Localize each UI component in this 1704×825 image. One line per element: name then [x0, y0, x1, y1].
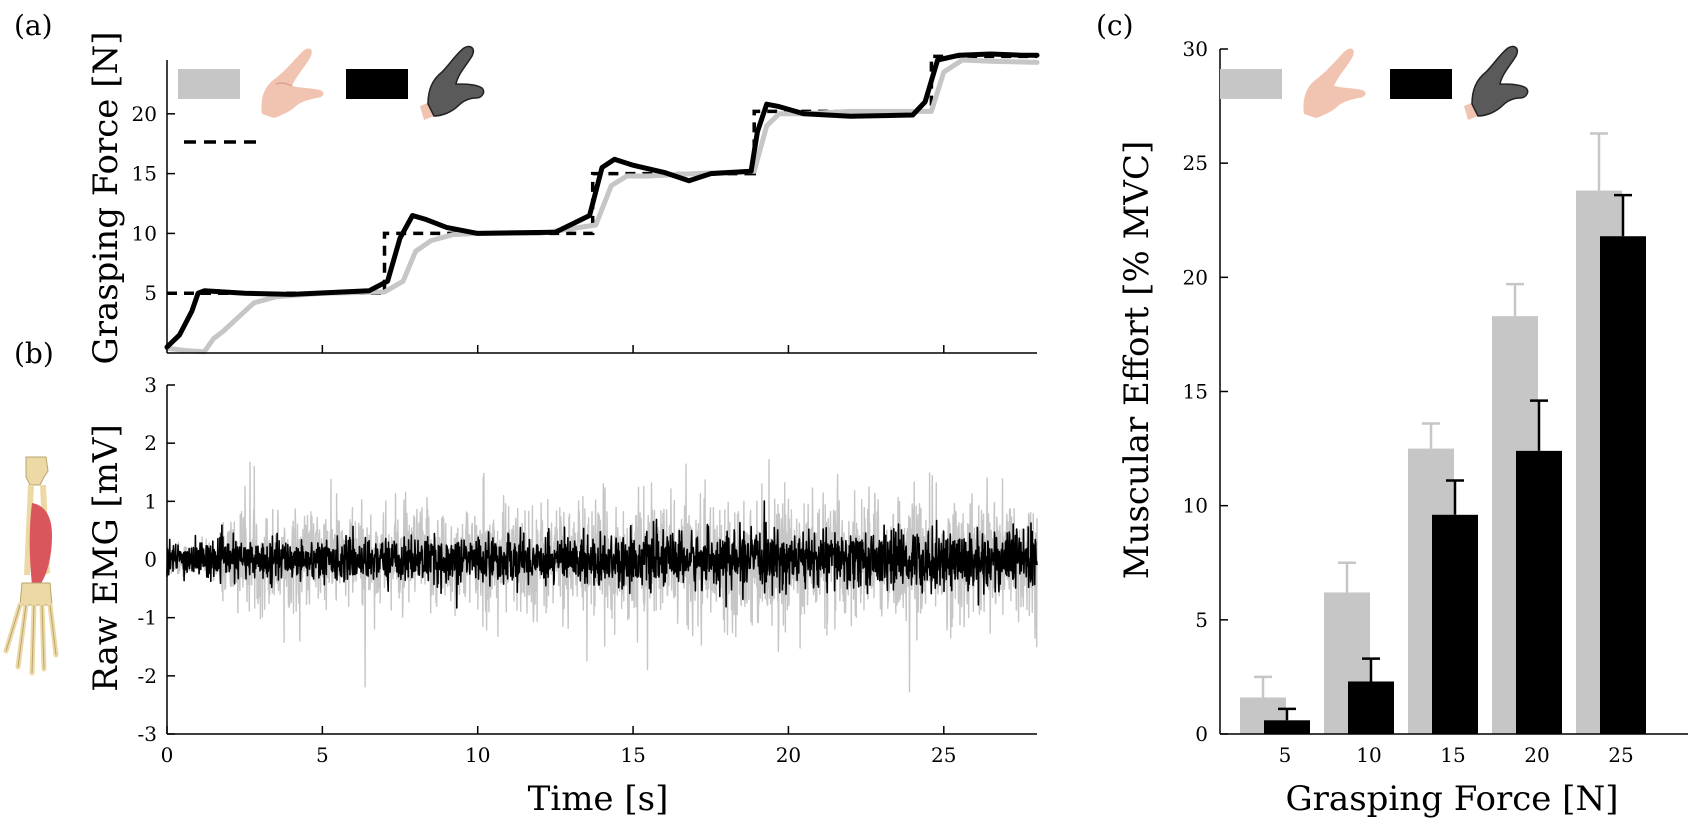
chart-b-xtick-label: 0 — [161, 743, 174, 767]
panel-label-a: (a) — [14, 9, 53, 42]
chart-c-bar-robot — [1264, 720, 1310, 734]
chart-b-xtick-label: 20 — [776, 743, 801, 767]
chart-c-xtick-label: 20 — [1524, 743, 1549, 767]
chart-c-bar-robot — [1516, 450, 1562, 734]
chart-c-ytick-label: 25 — [1183, 151, 1208, 175]
robotic-hand-icon — [1464, 45, 1529, 120]
chart-c-ytick-label: 5 — [1195, 608, 1208, 632]
chart-c-xtick-label: 25 — [1608, 743, 1633, 767]
chart-b-ytick-label: 1 — [144, 489, 157, 513]
chart-c-xtick-label: 15 — [1440, 743, 1465, 767]
human-hand-icon — [261, 48, 324, 118]
chart-b-xtick-label: 10 — [465, 743, 490, 767]
chart-b-ytick-label: -3 — [138, 722, 157, 746]
chart-a-ylabel: Grasping Force [N] — [86, 32, 126, 365]
chart-b-ylabel: Raw EMG [mV] — [86, 424, 126, 691]
human-hand-icon — [1303, 48, 1366, 118]
chart-c-ytick-label: 30 — [1183, 37, 1208, 61]
chart-c-bar-robot — [1432, 514, 1478, 734]
chart-c-xtick-label: 10 — [1356, 743, 1381, 767]
chart-a-ytick-label: 15 — [132, 162, 157, 186]
legend-swatch-human — [178, 69, 240, 99]
chart-a-ytick-label: 20 — [132, 102, 157, 126]
chart-b: -3 -2 -1 0 1 2 3 0 5 10 15 20 25 Raw EMG [mV] Time [… — [3, 373, 1038, 819]
chart-c-ytick-label: 10 — [1183, 494, 1208, 518]
chart-a-legend — [178, 45, 485, 144]
chart-a: 5 10 15 20 Grasping Force [N] — [86, 32, 1040, 365]
chart-a-series-robot — [164, 51, 1040, 350]
chart-c-legend — [1220, 45, 1529, 120]
chart-c-xlabel: Grasping Force [N] — [1286, 779, 1619, 819]
panel-label-b: (b) — [14, 337, 54, 370]
chart-b-xtick-label: 15 — [620, 743, 645, 767]
legend-swatch-robot — [346, 69, 408, 99]
chart-c-ytick-label: 15 — [1183, 380, 1208, 404]
chart-c-bar-robot — [1348, 681, 1394, 734]
chart-c-ytick-label: 0 — [1195, 722, 1208, 746]
chart-b-xlabel: Time [s] — [528, 779, 669, 819]
chart-c: 0 5 10 15 20 25 30 5 10 15 20 25 Muscular Effort [%… — [1117, 37, 1688, 819]
legend-swatch-human — [1220, 69, 1282, 99]
chart-b-xtick-label: 5 — [316, 743, 329, 767]
chart-b-ytick-label: 3 — [144, 373, 157, 397]
panel-label-c: (c) — [1096, 9, 1134, 42]
chart-c-ytick-label: 20 — [1183, 265, 1208, 289]
chart-b-series-robot — [166, 500, 1038, 609]
chart-c-xtick-label: 5 — [1279, 743, 1292, 767]
chart-b-ytick-label: -2 — [138, 664, 157, 688]
chart-b-xtick-label: 25 — [931, 743, 956, 767]
chart-b-ytick-label: 2 — [144, 431, 157, 455]
chart-c-ylabel: Muscular Effort [% MVC] — [1117, 141, 1157, 580]
robotic-hand-icon — [420, 45, 485, 120]
chart-b-ytick-label: -1 — [138, 606, 157, 630]
chart-a-ytick-label: 5 — [144, 281, 157, 305]
legend-swatch-robot — [1390, 69, 1452, 99]
chart-c-bar-robot — [1600, 236, 1646, 734]
chart-a-ytick-label: 10 — [132, 221, 157, 245]
forearm-muscle-icon — [3, 456, 59, 676]
chart-b-ytick-label: 0 — [144, 548, 157, 572]
